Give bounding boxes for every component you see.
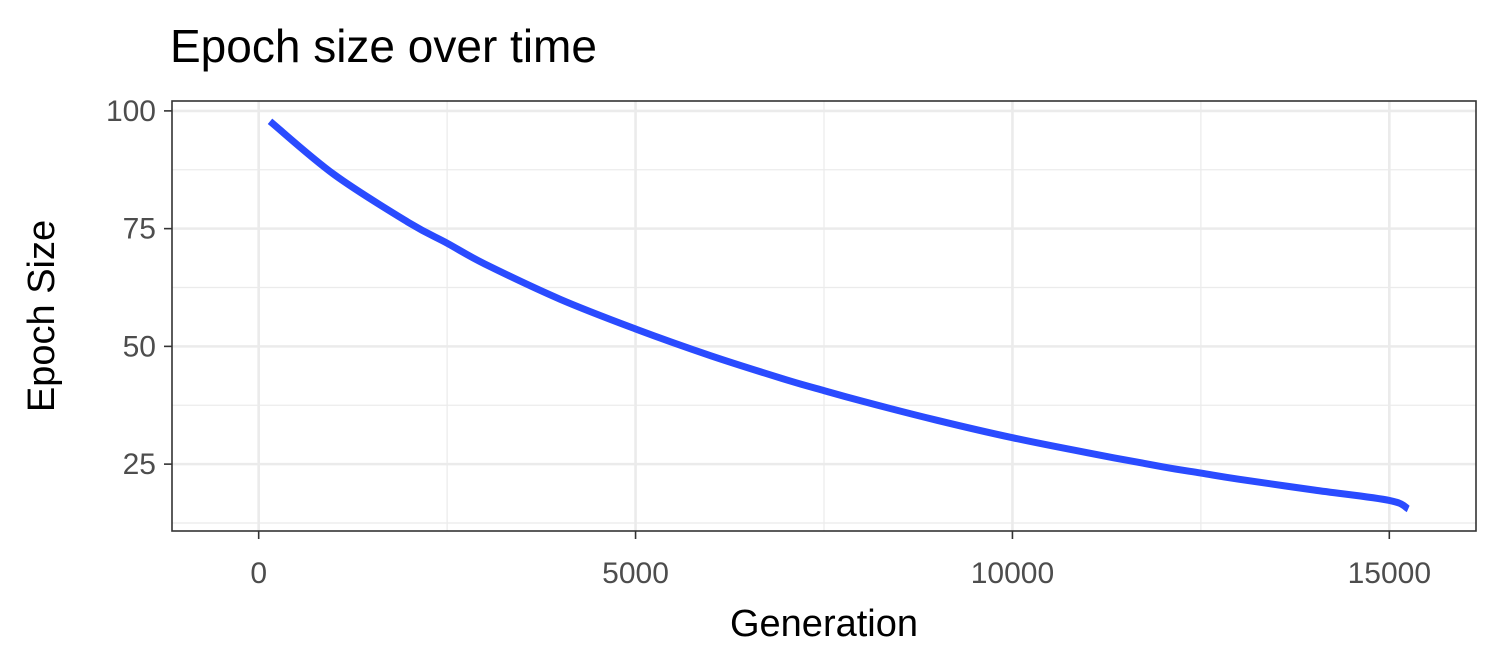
- y-axis: 25 50 75 100: [106, 95, 172, 481]
- x-axis-title: Generation: [730, 603, 918, 645]
- epoch-size-line: [267, 118, 1410, 513]
- panel-border: [171, 100, 1477, 532]
- y-tick-label: 75: [123, 213, 156, 246]
- x-tick-label: 0: [250, 557, 267, 590]
- x-tick-label: 10000: [971, 557, 1054, 590]
- series-layer: [267, 118, 1410, 513]
- major-gridlines: [172, 101, 1476, 531]
- y-tick-label: 25: [123, 448, 156, 481]
- y-tick-label: 50: [123, 330, 156, 363]
- chart-title: Epoch size over time: [170, 20, 597, 72]
- x-tick-label: 15000: [1348, 557, 1431, 590]
- x-axis: 0 5000 10000 15000: [250, 531, 1431, 590]
- y-axis-title: Epoch Size: [21, 220, 63, 412]
- minor-gridlines: [172, 101, 1476, 531]
- y-tick-label: 100: [106, 95, 156, 128]
- x-tick-label: 5000: [602, 557, 669, 590]
